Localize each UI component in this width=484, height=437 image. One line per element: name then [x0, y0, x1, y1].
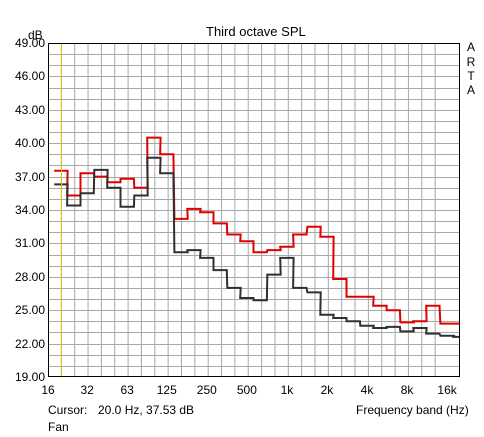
chart-title: Third octave SPL	[206, 24, 306, 39]
series-line-1	[54, 136, 460, 325]
x-tick-label: 16k	[437, 383, 457, 397]
x-tick-label: 16	[41, 383, 55, 397]
y-unit-label: dB	[28, 28, 43, 42]
y-tick-label: 28.00	[14, 269, 45, 284]
x-tick-label: 2k	[320, 383, 334, 397]
y-tick-label: 31.00	[14, 236, 45, 251]
brand-letter: R	[466, 55, 476, 69]
brand-letter: T	[467, 69, 475, 83]
cursor-readout: 20.0 Hz, 37.53 dB	[98, 403, 195, 417]
y-tick-label: 37.00	[14, 169, 45, 184]
cursor-label: Cursor:	[48, 403, 88, 417]
measurement-name: Fan	[48, 420, 69, 434]
y-tick-label: 19.00	[14, 370, 45, 384]
y-tick-label: 49.00	[14, 36, 45, 50]
y-tick-label: 34.00	[14, 203, 45, 217]
series-line-2	[54, 156, 460, 338]
y-tick-label: 22.00	[14, 336, 45, 351]
y-tick-label: 40.00	[14, 136, 45, 151]
x-tick-label: 1k	[280, 383, 294, 397]
x-tick-label: 500	[236, 383, 257, 397]
x-tick-label: 63	[120, 383, 134, 397]
x-tick-label: 8k	[400, 383, 414, 397]
x-tick-label: 125	[156, 383, 177, 397]
y-tick-label: 46.00	[14, 69, 45, 84]
brand-letter: A	[466, 83, 475, 97]
y-tick-label: 43.00	[14, 102, 45, 117]
x-tick-label: 32	[80, 383, 94, 397]
x-axis-label: Frequency band (Hz)	[356, 403, 469, 417]
brand-letter: A	[466, 40, 475, 54]
x-tick-label: 250	[196, 383, 217, 397]
plot-frame	[48, 43, 460, 377]
x-tick-label: 4k	[360, 383, 374, 397]
y-tick-label: 25.00	[14, 303, 45, 318]
